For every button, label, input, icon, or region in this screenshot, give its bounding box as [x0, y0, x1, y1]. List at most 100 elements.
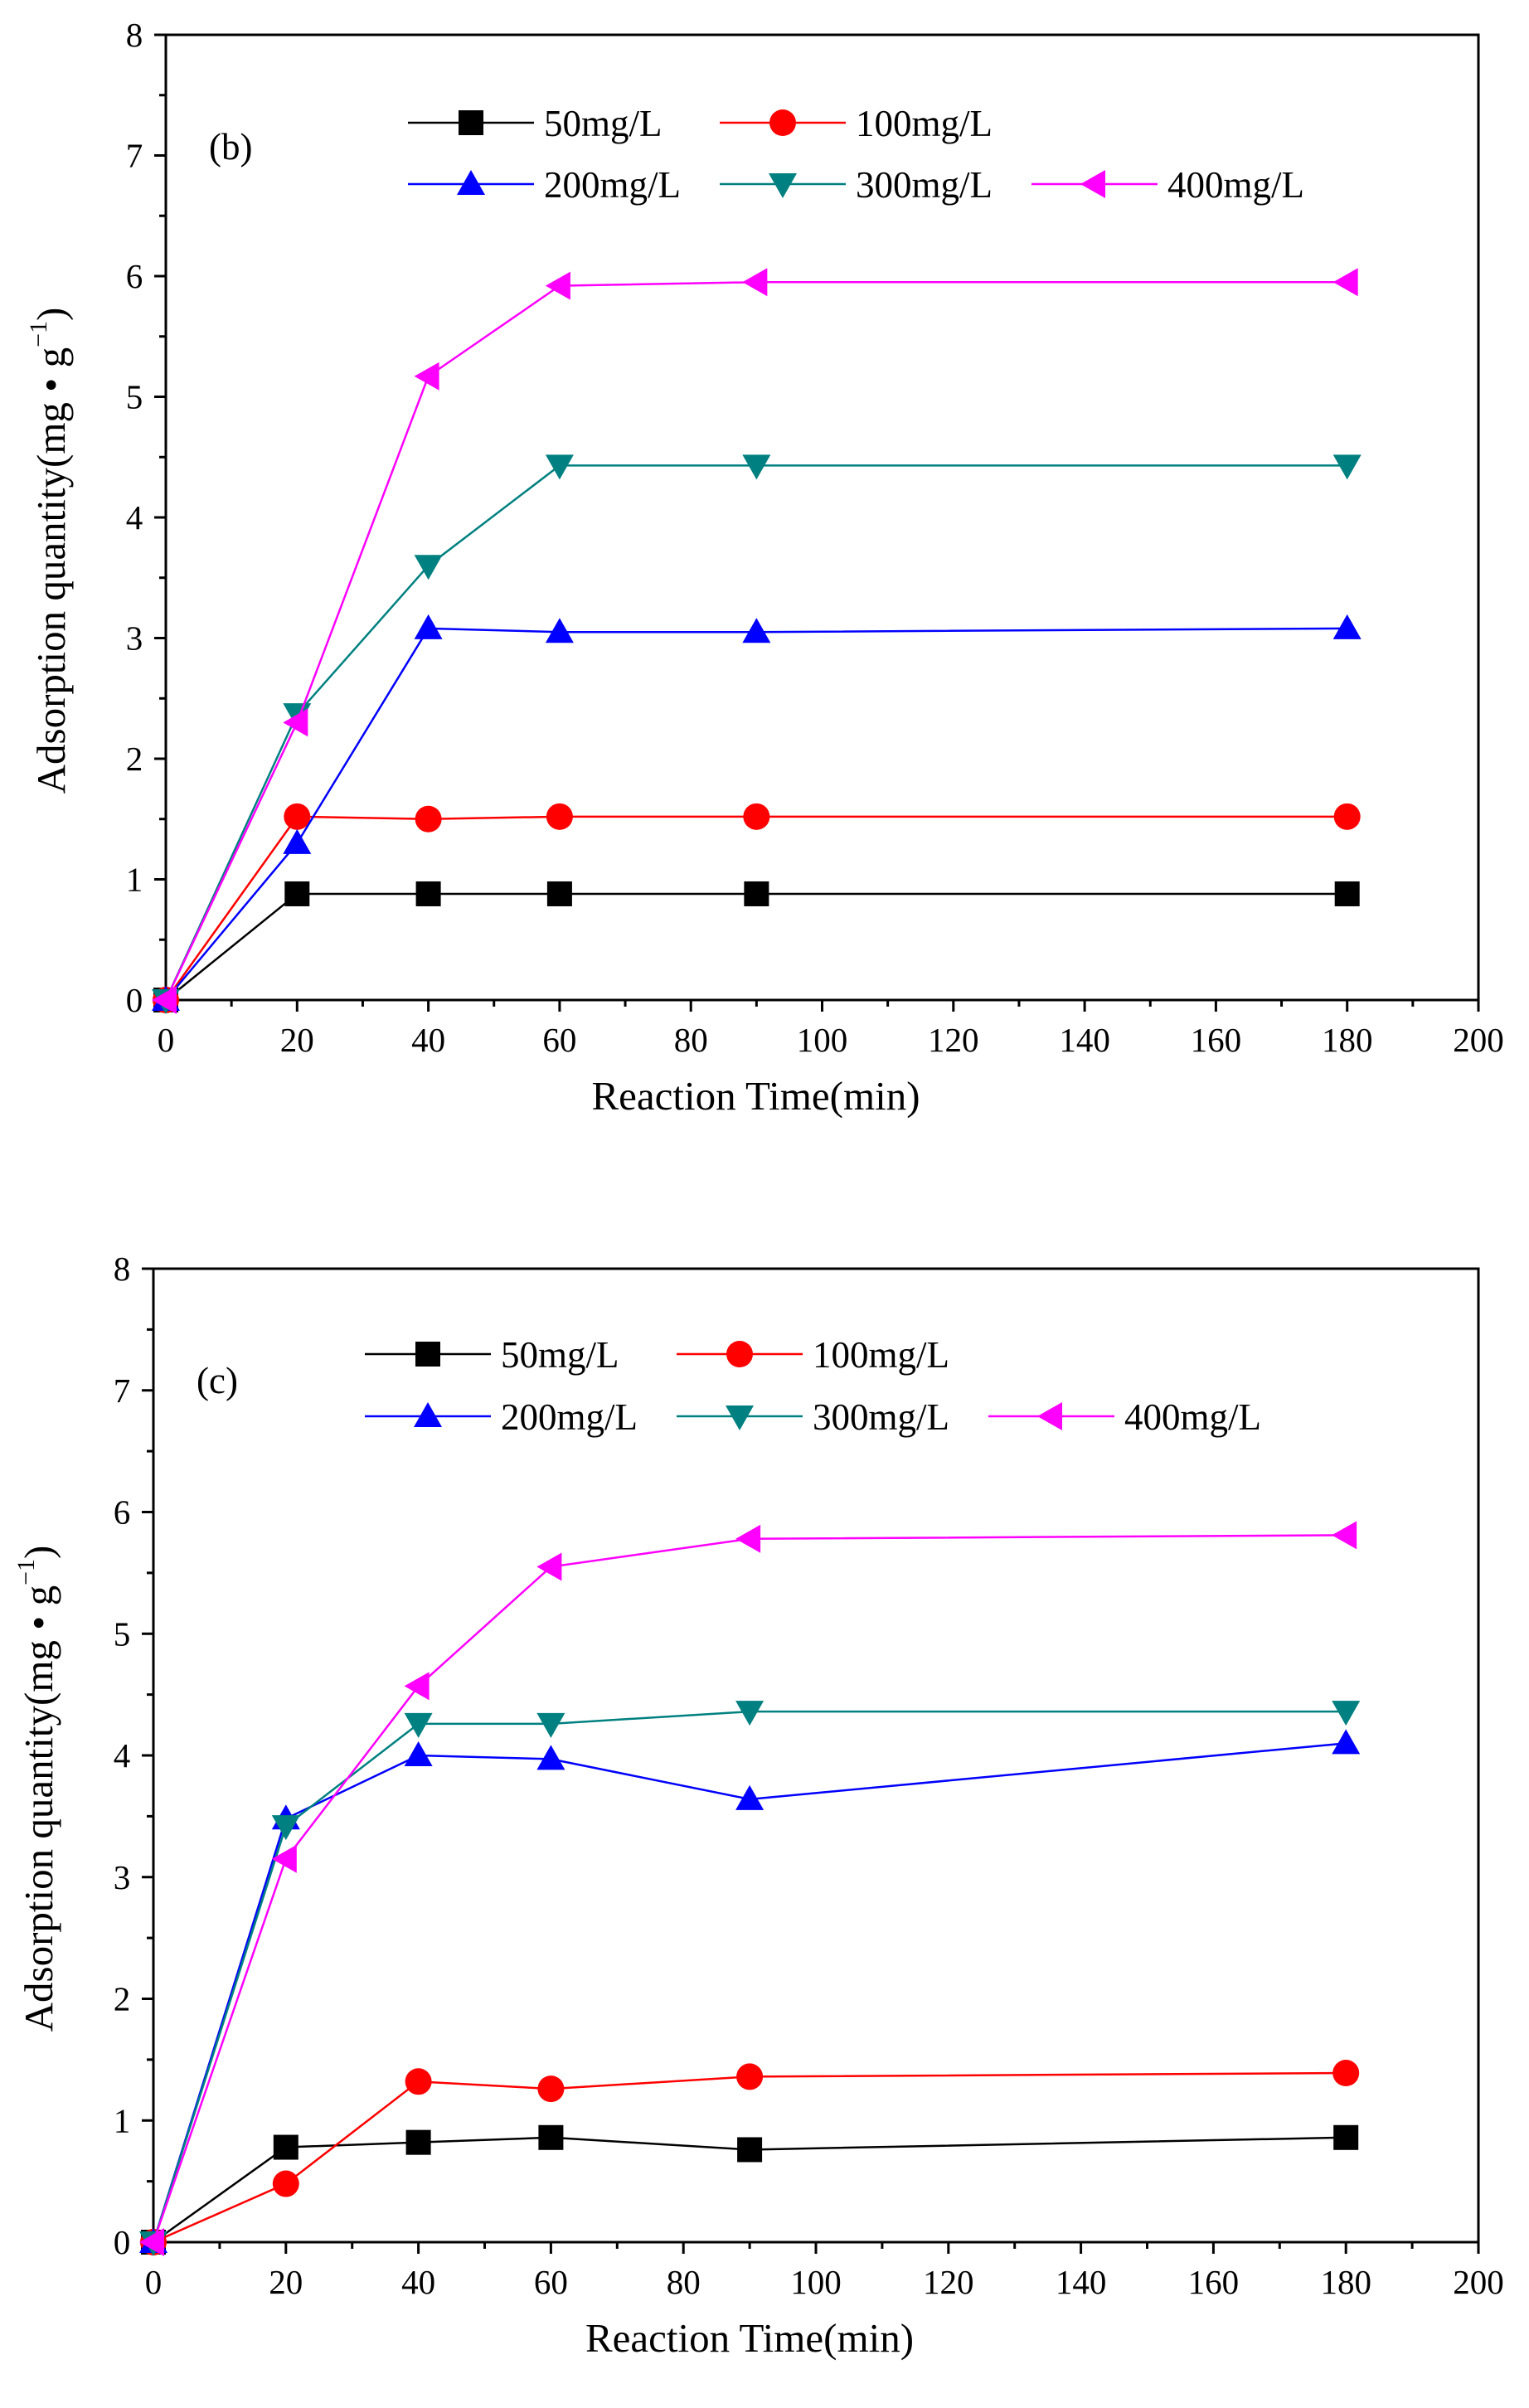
legend-marker: [726, 1341, 753, 1367]
y-tick-label: 2: [114, 1980, 131, 2018]
x-tick-label: 200: [1453, 2263, 1504, 2301]
x-tick-label: 120: [928, 1021, 979, 1059]
legend-item: 400mg/L: [1031, 164, 1304, 206]
series-line: [164, 815, 1347, 1001]
data-point: [545, 271, 570, 300]
x-tick-label: 60: [534, 2263, 568, 2301]
legend-label: 200mg/L: [544, 164, 681, 206]
y-axis-title-text: Adsorption quantity(mg • g: [28, 347, 74, 794]
y-tick-label: 7: [126, 137, 143, 175]
data-point: [743, 803, 770, 830]
series-200mg/L: [139, 1729, 1361, 2253]
data-point: [742, 618, 771, 643]
legend-marker: [769, 173, 797, 198]
y-tick-label: 7: [114, 1371, 131, 1410]
data-point: [537, 2075, 565, 2103]
data-point: [742, 454, 771, 480]
x-axis-title: Reaction Time(min): [591, 1073, 920, 1119]
data-point: [744, 881, 769, 906]
data-point: [414, 555, 443, 580]
legend-item: 300mg/L: [720, 164, 993, 206]
data-point: [545, 618, 574, 643]
series-400mg/L: [152, 268, 1358, 1014]
data-point: [538, 2124, 564, 2150]
data-point: [404, 1741, 433, 1766]
data-point: [284, 881, 310, 906]
y-axis-title-text: Adsorption quantity(mg • g: [16, 1585, 61, 2032]
legend-marker: [769, 109, 796, 136]
series-300mg/L: [139, 1701, 1361, 2256]
y-tick-label: 5: [114, 1614, 131, 1653]
data-point: [737, 2137, 763, 2163]
data-point: [139, 2228, 164, 2256]
data-point: [404, 1672, 430, 1701]
data-point: [536, 1552, 562, 1581]
y-axis-title-sup: −1: [12, 1559, 40, 1585]
data-point: [272, 2170, 299, 2197]
series-line: [152, 1710, 1347, 2243]
series-line: [165, 627, 1347, 1001]
data-point: [415, 805, 442, 833]
series-100mg/L: [153, 803, 1361, 1013]
y-tick-label: 6: [126, 257, 143, 295]
data-point: [1332, 1521, 1357, 1550]
data-point: [536, 1712, 565, 1738]
data-point: [545, 454, 574, 480]
y-tick-label: 0: [114, 2223, 131, 2261]
x-tick-label: 20: [280, 1021, 314, 1059]
y-axis-title-close: ): [28, 308, 74, 321]
x-tick-label: 180: [1322, 1021, 1373, 1059]
legend-marker: [1037, 1402, 1062, 1430]
legend-marker: [726, 1405, 754, 1430]
data-point: [735, 1524, 761, 1553]
x-tick-label: 60: [542, 1021, 576, 1059]
data-point: [405, 2068, 432, 2095]
legend-item: 200mg/L: [365, 1396, 638, 1438]
data-point: [414, 362, 439, 391]
chart-panel-2: 0 20 40 60 80 100 120 140 160 180 200 0 1 2 3 4 5 6 7 8 Reac…: [12, 1250, 1504, 2361]
x-tick-label: 40: [401, 2263, 435, 2301]
series-line: [164, 464, 1347, 1001]
x-tick-label: 40: [411, 1021, 445, 1059]
legend-label: 50mg/L: [501, 1334, 619, 1376]
data-point: [284, 803, 311, 830]
x-tick-label: 20: [269, 2263, 303, 2301]
x-tick-label: 100: [790, 2263, 842, 2301]
data-point: [271, 1815, 300, 1841]
series-line: [153, 2071, 1347, 2244]
legend-label: 400mg/L: [1167, 164, 1304, 206]
data-point: [273, 2134, 299, 2160]
data-point: [1332, 614, 1362, 639]
x-axis-title: Reaction Time(min): [585, 2315, 914, 2361]
x-tick-label: 180: [1320, 2263, 1371, 2301]
y-tick-label: 3: [126, 619, 143, 658]
data-point: [1332, 1729, 1361, 1755]
legend-label: 400mg/L: [1124, 1396, 1261, 1438]
x-tick-label: 0: [158, 1021, 175, 1059]
legend-marker: [414, 1402, 442, 1427]
x-tick-label: 120: [923, 2263, 974, 2301]
chart-panel-1: 0 20 40 60 80 100 120 140 160 180 200 0 1 2 3 4 5 6 7 8 Reac…: [25, 16, 1504, 1119]
data-point: [1332, 2060, 1360, 2087]
legend-item: 400mg/L: [988, 1396, 1261, 1438]
x-tick-label: 80: [667, 2263, 701, 2301]
data-point: [404, 1712, 433, 1738]
legend-label: 100mg/L: [856, 103, 993, 144]
data-point: [1332, 268, 1358, 297]
data-point: [415, 881, 441, 906]
legend-item: 300mg/L: [677, 1396, 949, 1438]
legend-item: 200mg/L: [408, 164, 681, 206]
y-tick-label: 1: [126, 861, 143, 899]
data-point: [546, 803, 573, 830]
x-tick-label: 0: [145, 2263, 163, 2301]
x-tick-label: 140: [1059, 1021, 1110, 1059]
legend-item: 100mg/L: [720, 103, 993, 144]
y-tick-label: 6: [114, 1493, 131, 1532]
legend-item: 50mg/L: [408, 103, 663, 144]
legend-item: 100mg/L: [677, 1334, 949, 1376]
panel-label: (c): [197, 1360, 238, 1401]
panel-label: (b): [209, 126, 252, 167]
data-point: [152, 986, 177, 1014]
y-tick-label: 4: [126, 498, 143, 536]
legend-label: 100mg/L: [813, 1334, 949, 1376]
